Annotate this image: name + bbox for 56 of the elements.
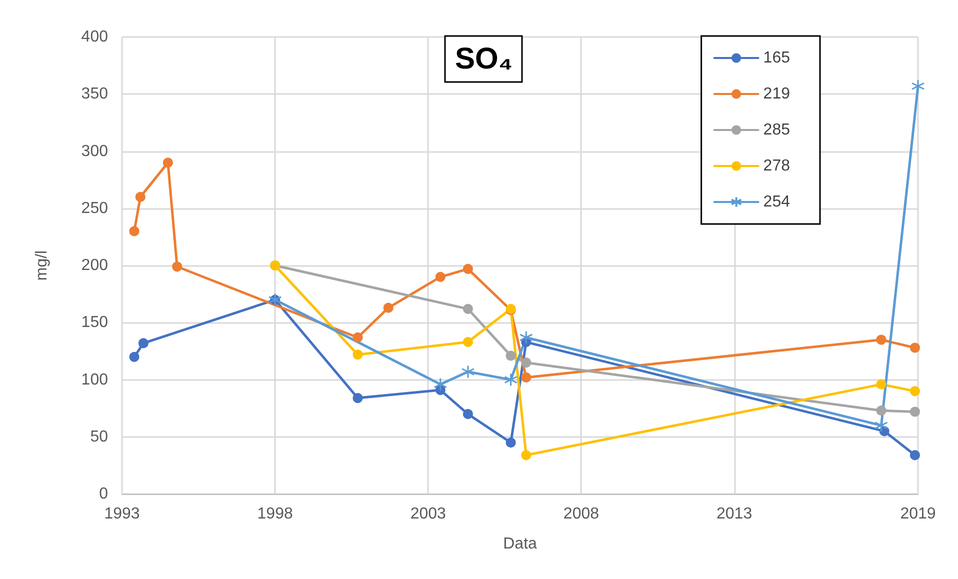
point — [504, 373, 518, 386]
y-tick-label: 150 — [81, 314, 108, 332]
point — [352, 332, 363, 342]
x-axis-title: Data — [503, 536, 537, 552]
point — [434, 378, 448, 392]
y-tick-label: 300 — [81, 142, 108, 160]
y-tick-label: 50 — [90, 428, 108, 446]
point — [521, 450, 532, 460]
legend-label: 219 — [763, 86, 790, 102]
x-tick-label: 2013 — [716, 506, 752, 522]
point — [876, 334, 886, 345]
point — [162, 158, 173, 168]
point — [506, 350, 516, 361]
point — [352, 350, 363, 360]
x-tick-label: 2008 — [563, 506, 600, 522]
point — [876, 379, 886, 390]
x-tick-label: 2003 — [410, 506, 446, 522]
y-tick-label: 100 — [81, 371, 108, 388]
legend-label: 165 — [763, 50, 790, 66]
point — [506, 438, 516, 448]
legend-label: 254 — [763, 194, 790, 210]
point — [462, 304, 473, 314]
y-tick-label: 250 — [81, 200, 108, 217]
point — [461, 365, 475, 379]
legend-label: 278 — [763, 158, 790, 174]
x-tick-label: 1998 — [257, 506, 293, 522]
point — [383, 302, 394, 313]
point — [435, 272, 446, 282]
y-axis-title: mg/l — [34, 250, 50, 281]
y-tick-label: 0 — [99, 486, 108, 502]
point — [172, 262, 182, 272]
y-tick-label: 400 — [81, 28, 108, 46]
point — [910, 450, 920, 460]
point — [876, 406, 886, 416]
point — [521, 372, 532, 382]
point — [874, 418, 888, 432]
point — [462, 337, 473, 348]
legend-label: 285 — [763, 122, 790, 138]
point — [129, 226, 140, 236]
point — [352, 393, 363, 404]
x-tick-label: 1993 — [104, 506, 140, 522]
point — [519, 330, 533, 344]
point — [910, 342, 920, 353]
point — [910, 406, 920, 417]
point — [462, 409, 473, 420]
point — [911, 79, 925, 93]
point — [462, 264, 473, 274]
point — [521, 358, 532, 368]
point — [129, 352, 140, 362]
point — [910, 386, 920, 396]
x-tick-label: 2019 — [900, 506, 936, 522]
y-tick-label: 200 — [81, 257, 108, 274]
point — [138, 338, 148, 348]
point — [135, 192, 146, 202]
chart-title: SO₄ — [455, 42, 513, 76]
y-tick-label: 350 — [81, 86, 108, 103]
